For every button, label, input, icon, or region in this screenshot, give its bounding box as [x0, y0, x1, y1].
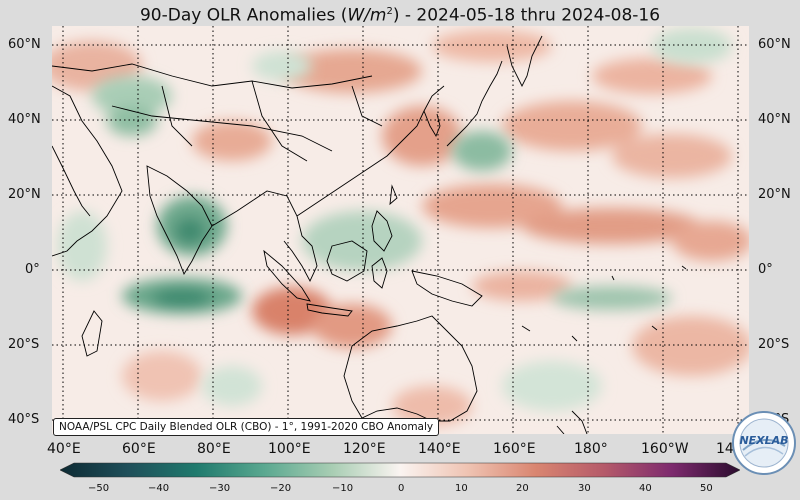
positive-anomaly-field	[52, 30, 749, 426]
graticule	[52, 26, 749, 434]
colorbar-tick--20: −20	[270, 483, 292, 494]
lat-label-40n-left: 40°N	[8, 112, 41, 127]
lon-label-160e: 160°E	[493, 441, 536, 457]
lat-label-eq-left: 0°	[25, 262, 40, 277]
negative-anomaly-field	[57, 28, 732, 411]
colorbar-tick-10: 10	[455, 483, 468, 494]
map-title: 90-Day OLR Anomalies (W/m2) - 2024-05-18…	[139, 5, 661, 26]
coastlines	[52, 35, 687, 434]
nexlab-logo: NEXLAB	[732, 411, 796, 475]
map-canvas	[52, 26, 749, 434]
lon-label-40e: 40°E	[47, 441, 81, 457]
olr-anomaly-map	[52, 26, 749, 434]
lat-label-eq-right: 0°	[758, 262, 773, 277]
lat-label-20s-left: 20°S	[8, 337, 40, 352]
colorbar-tick-20: 20	[516, 483, 529, 494]
lat-label-20n-right: 20°N	[758, 187, 791, 202]
lon-label-140e: 140°E	[418, 441, 461, 457]
lat-label-60n-left: 60°N	[8, 37, 41, 52]
colorbar-tick--10: −10	[332, 483, 354, 494]
colorbar	[60, 462, 740, 478]
colorbar-tick-50: 50	[700, 483, 713, 494]
lon-label-80e: 80°E	[197, 441, 231, 457]
colorbar-tick-40: 40	[639, 483, 652, 494]
colorbar-tick-30: 30	[578, 483, 591, 494]
lon-label-140w-partial: 14	[716, 441, 734, 457]
lat-label-40n-right: 40°N	[758, 112, 791, 127]
lon-label-160w: 160°W	[641, 441, 689, 457]
lon-label-100e: 100°E	[268, 441, 311, 457]
lat-label-20n-left: 20°N	[8, 187, 41, 202]
logo-text: NEXLAB	[739, 434, 788, 447]
colorbar-tick--30: −30	[209, 483, 231, 494]
lon-label-180: 180°	[574, 441, 608, 457]
colorbar-tick-0: 0	[398, 483, 405, 494]
data-source-credit: NOAA/PSL CPC Daily Blended OLR (CBO) - 1…	[53, 418, 440, 436]
lat-label-60n-right: 60°N	[758, 37, 791, 52]
colorbar-tick--50: −50	[88, 483, 110, 494]
colorbar-tick--40: −40	[148, 483, 170, 494]
lat-label-20s-right: 20°S	[758, 337, 790, 352]
lon-label-60e: 60°E	[122, 441, 156, 457]
lat-label-40s-left: 40°S	[8, 412, 40, 427]
lon-label-120e: 120°E	[343, 441, 386, 457]
